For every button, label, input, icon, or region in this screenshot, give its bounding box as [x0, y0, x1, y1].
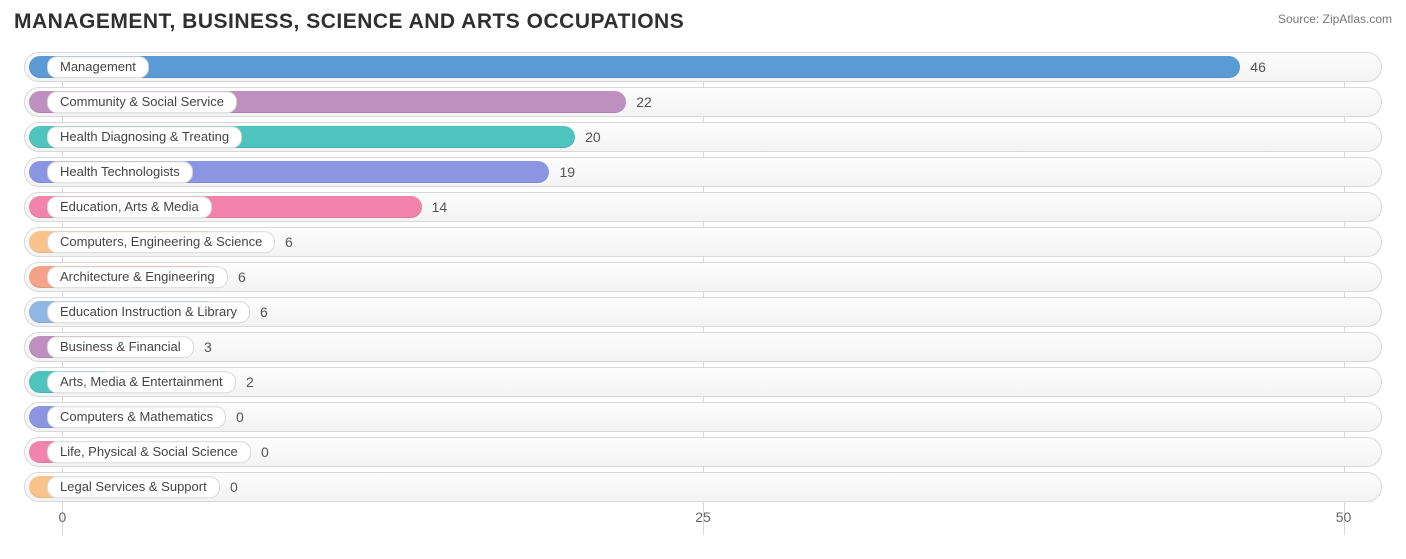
bar-row: Computers & Mathematics 0 [24, 402, 1382, 432]
bar-label: Health Diagnosing & Treating [47, 126, 242, 148]
bar-row: Community & Social Service 22 [24, 87, 1382, 117]
bar [29, 56, 1240, 78]
bar-row: Education Instruction & Library 6 [24, 297, 1382, 327]
bar-label: Life, Physical & Social Science [47, 441, 251, 463]
bar-row: Business & Financial 3 [24, 332, 1382, 362]
bar-row: Education, Arts & Media 14 [24, 192, 1382, 222]
bar-label: Community & Social Service [47, 91, 237, 113]
chart-header: MANAGEMENT, BUSINESS, SCIENCE AND ARTS O… [14, 10, 1392, 34]
bar-label: Education, Arts & Media [47, 196, 212, 218]
bar-value: 2 [246, 374, 254, 390]
bar-rows: Management46Community & Social Service22… [24, 52, 1382, 502]
bar-value: 46 [1250, 59, 1266, 75]
bar-row: Computers, Engineering & Science 6 [24, 227, 1382, 257]
source-prefix: Source: [1278, 12, 1323, 26]
bar-row: Arts, Media & Entertainment 2 [24, 367, 1382, 397]
bar-value: 0 [261, 444, 269, 460]
bar-label: Computers & Mathematics [47, 406, 226, 428]
bar-label: Management [47, 56, 149, 78]
bar-label: Architecture & Engineering [47, 266, 228, 288]
bar-value: 6 [285, 234, 293, 250]
bar-row: Life, Physical & Social Science 0 [24, 437, 1382, 467]
bar-label: Health Technologists [47, 161, 193, 183]
bar-row: Health Technologists 19 [24, 157, 1382, 187]
bar-value: 0 [236, 409, 244, 425]
source-name: ZipAtlas.com [1323, 12, 1392, 26]
chart-title: MANAGEMENT, BUSINESS, SCIENCE AND ARTS O… [14, 10, 684, 34]
bar-label: Computers, Engineering & Science [47, 231, 275, 253]
bar-value: 20 [585, 129, 601, 145]
bar-label: Legal Services & Support [47, 476, 220, 498]
bar-value: 3 [204, 339, 212, 355]
x-axis-tick: 50 [1336, 509, 1352, 525]
bar-row: Architecture & Engineering 6 [24, 262, 1382, 292]
bar-value: 14 [432, 199, 448, 215]
bar-row: Health Diagnosing & Treating 20 [24, 122, 1382, 152]
chart-area: Management46Community & Social Service22… [14, 52, 1392, 535]
bar-value: 22 [636, 94, 652, 110]
x-axis-tick: 0 [59, 509, 67, 525]
bar-value: 19 [559, 164, 575, 180]
bar-value: 6 [238, 269, 246, 285]
x-axis-tick: 25 [695, 509, 711, 525]
chart-source: Source: ZipAtlas.com [1278, 10, 1392, 26]
bar-label: Business & Financial [47, 336, 194, 358]
bar-label: Arts, Media & Entertainment [47, 371, 236, 393]
bar-row: Management 46 [24, 52, 1382, 82]
bar-label: Education Instruction & Library [47, 301, 250, 323]
x-axis: 0 25 50 [24, 507, 1382, 535]
bar-row: Legal Services & Support 0 [24, 472, 1382, 502]
chart-plot: Management46Community & Social Service22… [24, 52, 1382, 535]
bar-value: 6 [260, 304, 268, 320]
bar-value: 0 [230, 479, 238, 495]
